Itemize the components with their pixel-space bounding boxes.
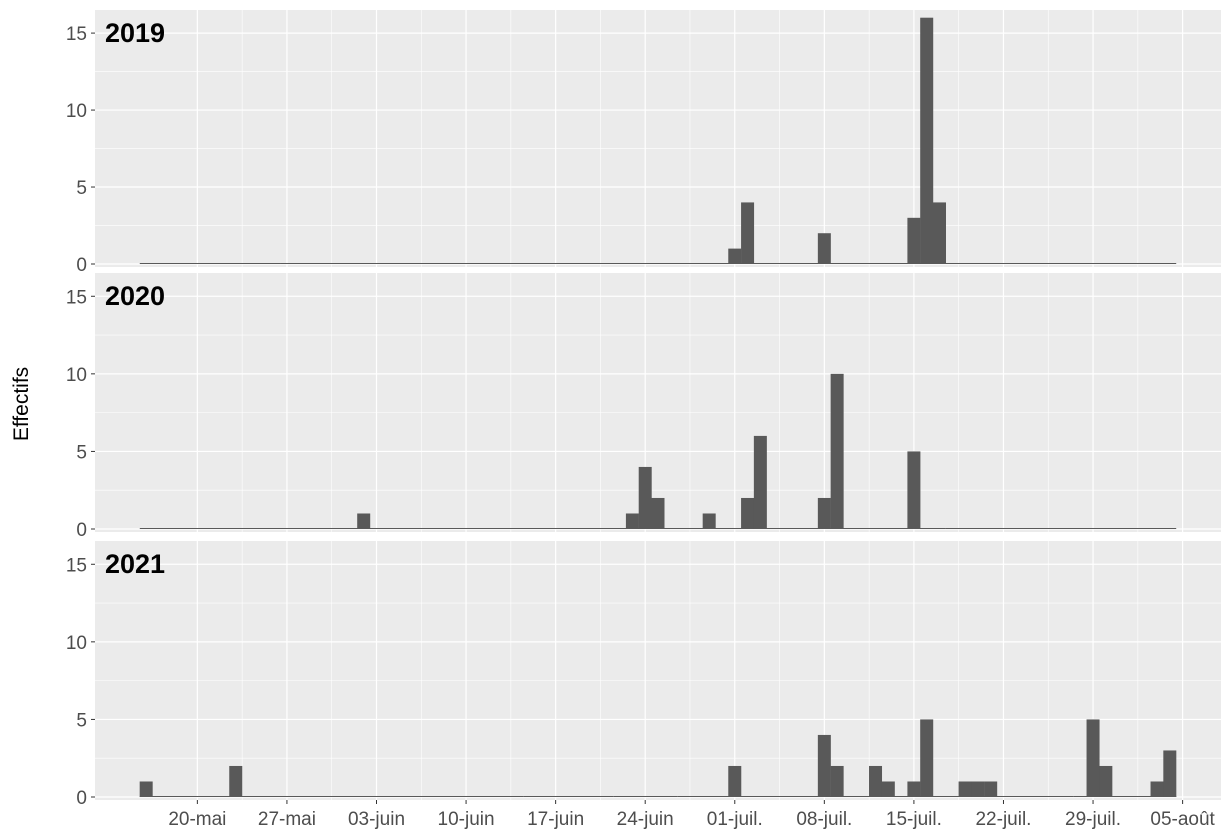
- y-tick-label: 5: [76, 442, 87, 463]
- bar-2021-2021-07-16: [920, 719, 934, 797]
- bar-2020-2021-07-08: [817, 497, 831, 529]
- y-tick-label: 15: [66, 287, 87, 308]
- x-tick-label: 10-juin: [438, 809, 495, 830]
- y-tick-label: 0: [76, 255, 87, 276]
- bar-2021-2021-07-19: [958, 781, 972, 797]
- y-tick-label: 15: [66, 24, 87, 45]
- bar-2020-2021-07-15: [907, 451, 921, 529]
- panel-tag-2019: 2019: [105, 18, 165, 48]
- bar-2021-2021-07-09: [830, 765, 844, 797]
- y-tick-label: 0: [76, 520, 87, 541]
- x-tick-label: 01-juil.: [707, 809, 763, 830]
- x-tick-label: 29-juil.: [1065, 809, 1121, 830]
- bar-2020-2021-06-29: [702, 513, 716, 529]
- panel-background: [95, 10, 1221, 267]
- y-tick-label: 5: [76, 710, 87, 731]
- x-tick-label: 03-juin: [348, 809, 405, 830]
- bar-2021-2021-07-29: [1086, 719, 1100, 797]
- x-axis: 20-mai 27-mai 03-juin 10-juin 17-juin 24-juin…: [168, 800, 1216, 830]
- facet-panel-2019: 0 5 10 15 2019: [66, 10, 1221, 276]
- bar-2019-2021-07-08: [817, 233, 831, 264]
- panel-background: [95, 541, 1221, 800]
- bar-2019-2021-07-01: [728, 248, 742, 264]
- bar-2019-2021-07-16: [920, 17, 934, 264]
- y-axis-label: Effectifs: [10, 367, 33, 441]
- x-tick-label: 20-mai: [168, 809, 226, 830]
- facet-panel-2021: 0 5 10 15 2021: [66, 541, 1221, 809]
- bar-2020-2021-06-24: [638, 466, 652, 529]
- y-tick-label: 10: [66, 633, 87, 654]
- bar-2021-2021-07-01: [728, 765, 742, 797]
- y-tick-label: 0: [76, 788, 87, 809]
- bar-2021-2021-07-15: [907, 781, 921, 797]
- bar-2019-2021-07-15: [907, 217, 921, 264]
- y-tick-label: 10: [66, 365, 87, 386]
- x-tick-label: 05-août: [1150, 809, 1215, 830]
- bar-2020-2021-07-09: [830, 373, 844, 529]
- y-tick-label: 15: [66, 555, 87, 576]
- bar-2019-2021-07-02: [741, 202, 755, 264]
- x-tick-label: 22-juil.: [975, 809, 1031, 830]
- bar-2020-2021-06-02: [357, 513, 371, 529]
- facet-panel-2020: 0 5 10 15 2020: [66, 273, 1221, 541]
- x-tick-label: 15-juil.: [886, 809, 942, 830]
- x-tick-label: 08-juil.: [796, 809, 852, 830]
- bar-2021-2021-05-23: [229, 765, 243, 797]
- panel-tag-2021: 2021: [105, 549, 165, 579]
- bar-2020-2021-06-23: [625, 513, 639, 529]
- x-tick-label: 27-mai: [258, 809, 316, 830]
- panel-background: [95, 273, 1221, 532]
- x-tick-label: 17-juin: [527, 809, 584, 830]
- bar-2021-2021-07-13: [881, 781, 895, 797]
- panel-tag-2020: 2020: [105, 281, 165, 311]
- y-tick-label: 10: [66, 101, 87, 122]
- bar-2019-2021-07-17: [933, 202, 946, 264]
- bar-2021-2021-08-04: [1163, 750, 1177, 797]
- bar-2021-2021-07-21: [984, 781, 998, 797]
- bar-2020-2021-06-25: [651, 497, 665, 529]
- y-tick-label: 5: [76, 178, 87, 199]
- bar-2021-2021-07-12: [869, 765, 883, 797]
- bar-2021-2021-07-30: [1099, 765, 1113, 797]
- bar-2020-2021-07-03: [753, 435, 767, 529]
- bar-2021-2021-05-16: [139, 781, 153, 797]
- bar-2021-2021-07-08: [817, 734, 831, 797]
- bar-2021-2021-07-20: [971, 781, 985, 797]
- bar-2020-2021-07-02: [741, 497, 755, 529]
- x-tick-label: 24-juin: [617, 809, 674, 830]
- bar-2021-2021-08-03: [1150, 781, 1164, 797]
